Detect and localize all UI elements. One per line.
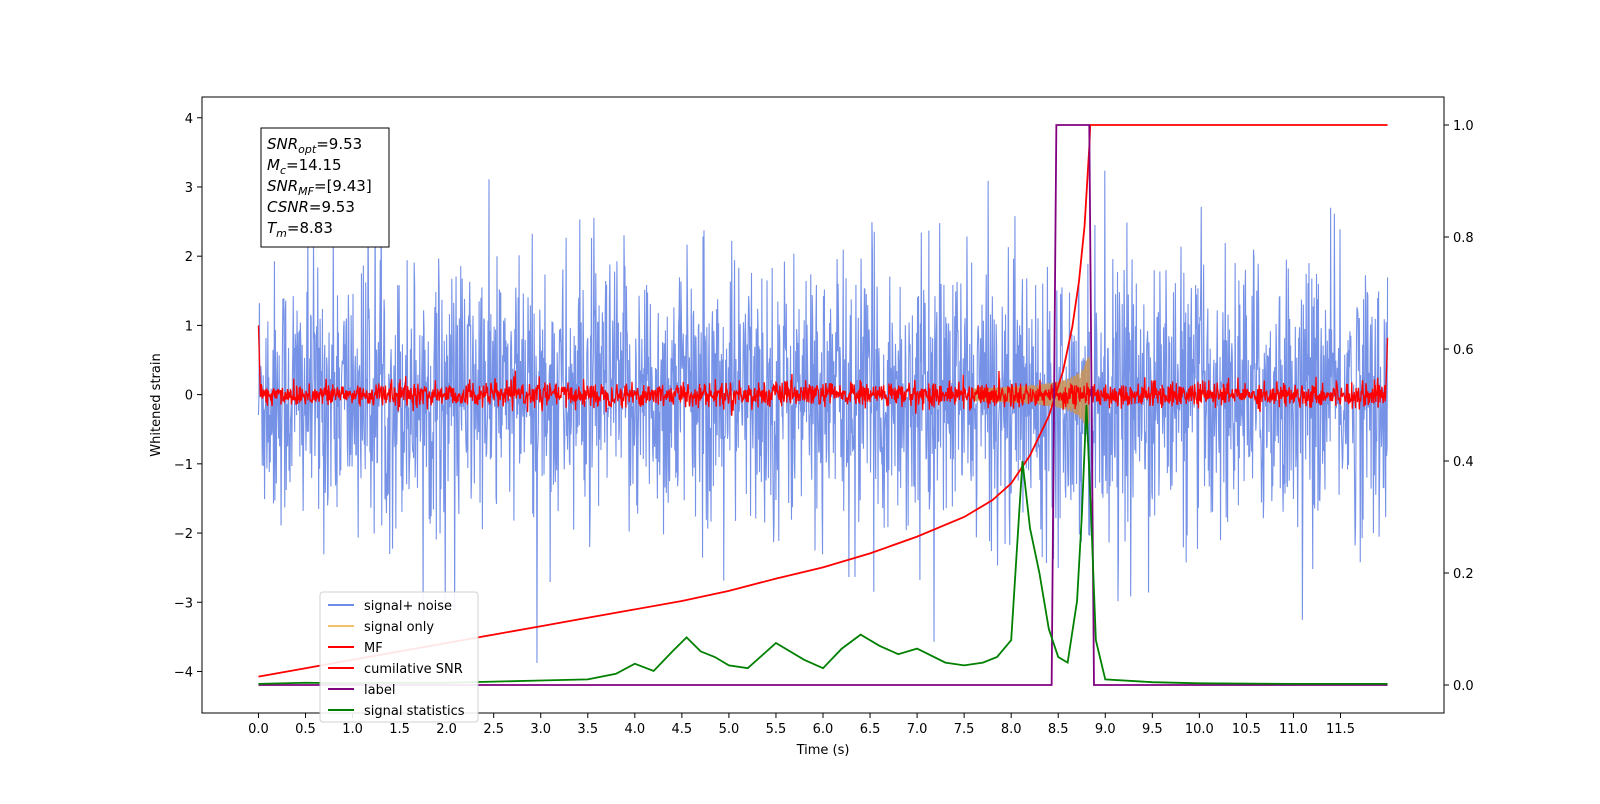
plot-area xyxy=(257,124,1389,686)
x-tick-label: 11.0 xyxy=(1279,722,1308,737)
y-tick-label: −2 xyxy=(174,527,193,542)
x-tick-label: 3.5 xyxy=(577,722,598,737)
legend-label: signal statistics xyxy=(364,704,465,719)
info-row: CSNR=9.53 xyxy=(267,198,355,216)
y-tick-label: 4 xyxy=(185,112,193,127)
x-tick-label: 6.5 xyxy=(860,722,881,737)
x-tick-label: 8.0 xyxy=(1001,722,1022,737)
x-tick-label: 8.5 xyxy=(1048,722,1069,737)
legend-label: signal+ noise xyxy=(364,599,452,614)
x-tick-label: 7.0 xyxy=(907,722,928,737)
legend-label: signal only xyxy=(364,620,434,635)
legend: signal+ noise signal only MF cumilative SNR… xyxy=(319,591,479,723)
x-tick-label: 9.0 xyxy=(1095,722,1116,737)
y2-tick-label: 0.4 xyxy=(1453,455,1474,470)
x-tick-label: 5.5 xyxy=(766,722,787,737)
y2-tick-label: 0.8 xyxy=(1453,231,1474,246)
series-signal-noise xyxy=(257,144,1389,663)
info-row: SNRMF=[9.43] xyxy=(267,177,372,198)
legend-label: cumilative SNR xyxy=(364,662,463,677)
x-tick-label: 2.0 xyxy=(436,722,457,737)
info-box: SNRopt=9.53Mc=14.15SNRMF=[9.43]CSNR=9.53… xyxy=(260,127,390,248)
x-tick-label: 10.0 xyxy=(1185,722,1214,737)
x-tick-label: 0.0 xyxy=(248,722,269,737)
y-axis-right: 1.0 0.8 0.6 0.4 0.2 0.0 xyxy=(1444,119,1474,694)
legend-label: MF xyxy=(364,641,383,656)
info-row: Tm=8.83 xyxy=(267,219,333,240)
y-tick-label: −4 xyxy=(174,665,193,680)
x-axis: 0.0 0.5 1.0 1.5 2.0 2.5 3.0 3.5 4.0 4.5 5.0 5.5 6.0 6… xyxy=(248,713,1355,737)
x-tick-label: 1.5 xyxy=(389,722,410,737)
x-tick-label: 1.0 xyxy=(342,722,363,737)
info-row: Mc=14.15 xyxy=(267,156,342,177)
y-tick-label: −3 xyxy=(174,596,193,611)
x-tick-label: 10.5 xyxy=(1232,722,1261,737)
info-row: SNRopt=9.53 xyxy=(267,135,362,156)
y-tick-label: 3 xyxy=(185,181,193,196)
x-tick-label: 7.5 xyxy=(954,722,975,737)
y-tick-label: 0 xyxy=(185,389,193,404)
x-tick-label: 4.0 xyxy=(624,722,645,737)
y-tick-label: 2 xyxy=(185,250,193,265)
y-tick-label: −1 xyxy=(174,458,193,473)
y2-tick-label: 1.0 xyxy=(1453,119,1474,134)
y2-tick-label: 0.0 xyxy=(1453,679,1474,694)
series-signal-statistics xyxy=(258,404,1388,685)
y-tick-label: 1 xyxy=(185,319,193,334)
series-label xyxy=(258,124,1388,686)
x-tick-label: 3.0 xyxy=(530,722,551,737)
x-tick-label: 2.5 xyxy=(483,722,504,737)
x-tick-label: 5.0 xyxy=(719,722,740,737)
y-axis-left: 4 3 2 1 0 −1 −2 −3 −4 xyxy=(174,112,202,680)
info-box-frame xyxy=(260,127,390,248)
y2-tick-label: 0.6 xyxy=(1453,343,1474,358)
x-tick-label: 11.5 xyxy=(1326,722,1355,737)
y-axis-label: Whitened strain xyxy=(149,353,164,456)
y2-tick-label: 0.2 xyxy=(1453,567,1474,582)
series-mf xyxy=(257,325,1389,416)
x-tick-label: 9.5 xyxy=(1142,722,1163,737)
legend-label: label xyxy=(364,683,395,698)
x-axis-label: Time (s) xyxy=(796,743,850,758)
legend-frame xyxy=(319,591,479,723)
x-tick-label: 6.0 xyxy=(813,722,834,737)
x-tick-label: 0.5 xyxy=(295,722,316,737)
x-tick-label: 4.5 xyxy=(672,722,693,737)
